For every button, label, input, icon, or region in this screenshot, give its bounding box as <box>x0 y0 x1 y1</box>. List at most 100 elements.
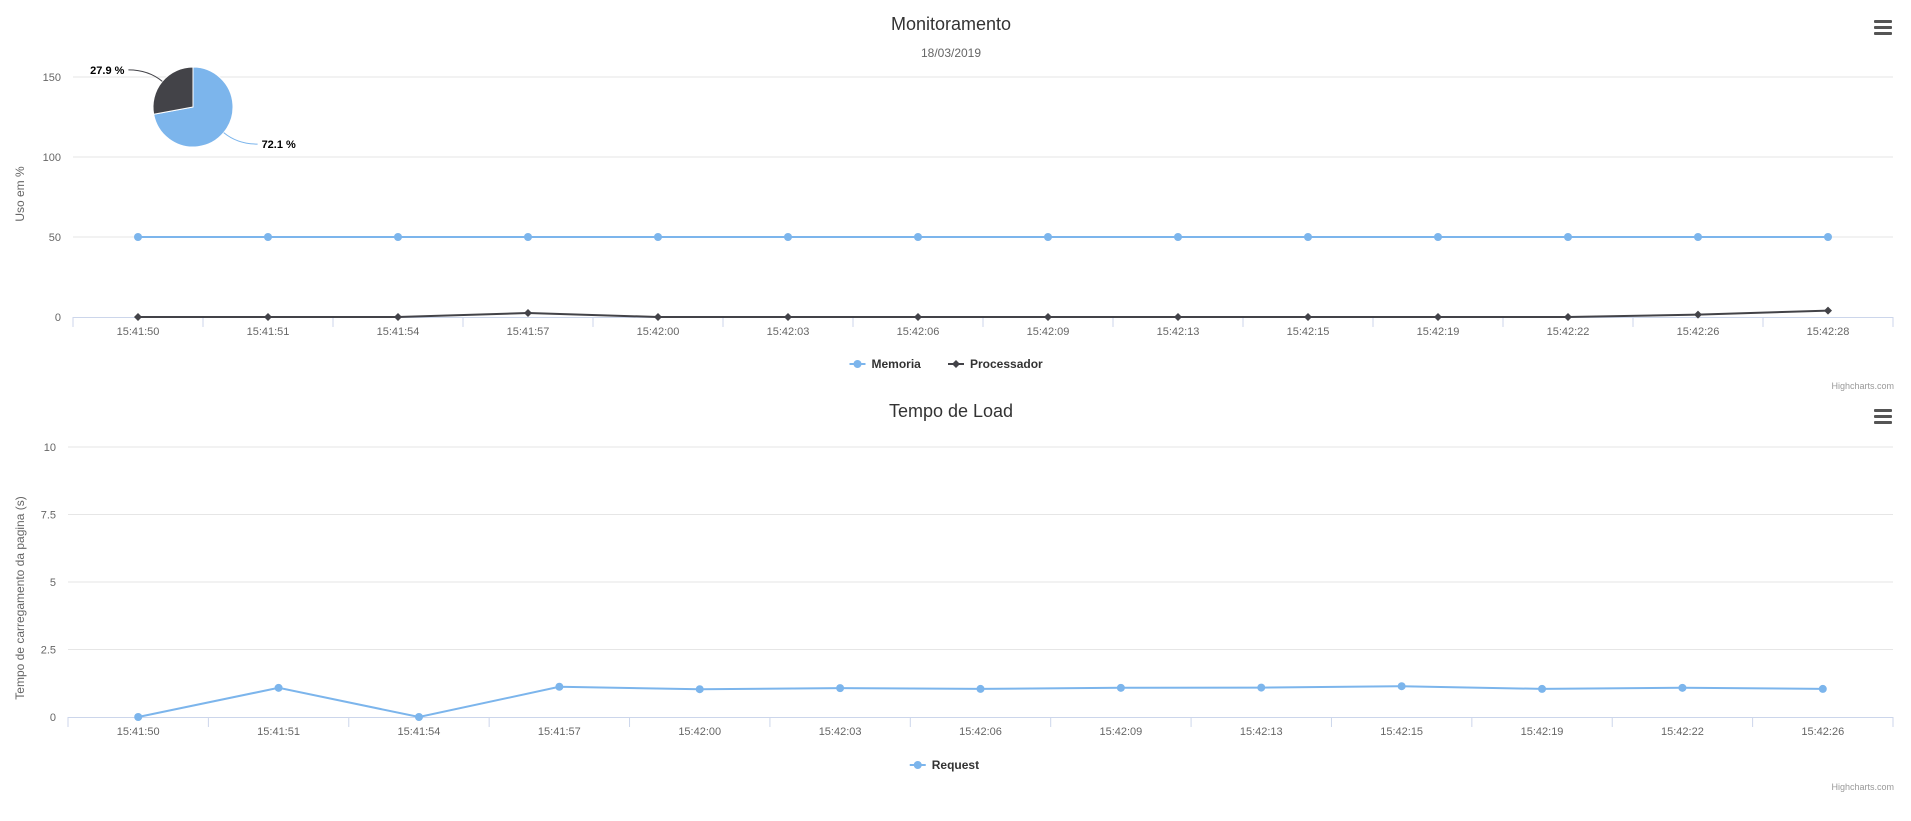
axes: 0 50 100 150 15:41:50 15:41:51 15:41:54 15:41:5… <box>43 72 1894 338</box>
monitoramento-chart-svg: 0 50 100 150 15:41:50 15:41:51 15:41:54 15:41:5… <box>0 0 1911 395</box>
x-tick-label: 15:42:03 <box>819 726 862 738</box>
data-point-memoria[interactable] <box>1304 233 1312 241</box>
chart-title: Tempo de Load <box>889 401 1013 421</box>
legend-label: Processador <box>970 357 1043 371</box>
data-point-processador[interactable] <box>264 313 272 321</box>
x-tick-label: 15:41:54 <box>377 326 420 338</box>
data-point-request[interactable] <box>1116 683 1125 692</box>
data-point-processador[interactable] <box>134 313 142 321</box>
credits-link[interactable]: Highcharts.com <box>1831 381 1894 391</box>
legend-label: Request <box>932 758 979 772</box>
legend: Request <box>909 758 979 772</box>
x-tick-label: 15:42:13 <box>1240 726 1283 738</box>
chart-title: Monitoramento <box>891 14 1011 34</box>
legend-symbol-marker[interactable] <box>952 360 960 368</box>
hamburger-menu-icon[interactable] <box>1874 409 1892 424</box>
data-point-request[interactable] <box>274 683 283 692</box>
data-point-processador[interactable] <box>1434 313 1442 321</box>
x-tick-label: 15:42:26 <box>1801 726 1844 738</box>
x-tick-label: 15:42:15 <box>1380 726 1423 738</box>
series-layer <box>134 233 1832 321</box>
data-point-request[interactable] <box>1678 683 1687 692</box>
y-tick-label: 0 <box>50 712 56 724</box>
hamburger-menu-icon[interactable] <box>1874 20 1892 35</box>
data-point-request[interactable] <box>134 713 143 721</box>
data-point-memoria[interactable] <box>524 233 532 241</box>
series-layer <box>134 682 1827 721</box>
data-point-processador[interactable] <box>784 313 792 321</box>
y-axis-title: Tempo de carregamento da pagina (s) <box>13 496 27 699</box>
data-point-memoria[interactable] <box>1434 233 1442 241</box>
data-point-request[interactable] <box>555 682 564 691</box>
y-axis-title: Uso em % <box>13 166 27 222</box>
data-point-processador[interactable] <box>1304 313 1312 321</box>
y-tick-label: 10 <box>44 442 56 454</box>
x-tick-label: 15:42:00 <box>637 326 680 338</box>
data-point-memoria[interactable] <box>394 233 402 241</box>
data-point-processador[interactable] <box>524 309 532 317</box>
x-tick-label: 15:42:22 <box>1661 726 1704 738</box>
x-tick-label: 15:42:06 <box>897 326 940 338</box>
data-point-request[interactable] <box>1397 682 1406 691</box>
data-point-request[interactable] <box>414 713 423 721</box>
data-point-request[interactable] <box>836 684 845 693</box>
legend-item-memoria[interactable]: Memoria <box>849 357 922 371</box>
series-line-processador[interactable] <box>138 309 1829 318</box>
series-memoria <box>134 233 1832 241</box>
data-point-processador[interactable] <box>654 313 662 321</box>
data-point-memoria[interactable] <box>654 233 662 241</box>
pie-data-label: 27.9 % <box>90 65 124 77</box>
x-tick-label: 15:42:13 <box>1157 326 1200 338</box>
x-tick-label: 15:42:00 <box>678 726 721 738</box>
data-point-memoria[interactable] <box>134 233 142 241</box>
legend-symbol-marker[interactable] <box>913 761 922 769</box>
series-processador <box>134 306 1832 321</box>
data-point-memoria[interactable] <box>1824 233 1832 241</box>
x-tick-label: 15:41:54 <box>398 726 441 738</box>
data-point-memoria[interactable] <box>784 233 792 241</box>
x-tick-label: 15:42:22 <box>1547 326 1590 338</box>
legend-label: Memoria <box>872 357 922 371</box>
chart-subtitle: 18/03/2019 <box>921 46 981 60</box>
x-tick-label: 15:41:51 <box>257 726 300 738</box>
data-point-processador[interactable] <box>1694 310 1702 319</box>
data-point-request[interactable] <box>976 684 985 693</box>
data-point-request[interactable] <box>1538 684 1547 693</box>
data-point-memoria[interactable] <box>1564 233 1572 241</box>
legend-symbol-marker[interactable] <box>853 360 862 368</box>
data-point-processador[interactable] <box>914 313 922 321</box>
legend-item-processador[interactable]: Processador <box>948 357 1043 371</box>
x-tick-label: 15:42:15 <box>1287 326 1330 338</box>
data-point-memoria[interactable] <box>1044 233 1052 241</box>
x-tick-label: 15:41:50 <box>117 726 160 738</box>
data-point-processador[interactable] <box>1824 306 1832 315</box>
data-point-processador[interactable] <box>1564 313 1572 321</box>
tempo-de-load-chart: 0 2.5 5 7.5 10 15:41:50 15:41:51 15:41:54 15:41:… <box>0 395 1911 795</box>
data-point-request[interactable] <box>695 685 704 694</box>
data-point-processador[interactable] <box>1174 313 1182 321</box>
x-tick-label: 15:42:19 <box>1521 726 1564 738</box>
credits-link[interactable]: Highcharts.com <box>1831 782 1894 792</box>
grid-lines <box>68 446 1893 650</box>
data-point-memoria[interactable] <box>1174 233 1182 241</box>
x-tick-label: 15:42:06 <box>959 726 1002 738</box>
y-tick-label: 50 <box>49 232 61 244</box>
monitoramento-chart: 0 50 100 150 15:41:50 15:41:51 15:41:54 15:41:5… <box>0 0 1911 395</box>
x-tick-label: 15:41:51 <box>247 326 290 338</box>
data-point-request[interactable] <box>1818 684 1827 693</box>
data-point-processador[interactable] <box>394 313 402 321</box>
data-point-memoria[interactable] <box>1694 233 1702 241</box>
tempo-de-load-chart-svg: 0 2.5 5 7.5 10 15:41:50 15:41:51 15:41:54 15:41:… <box>0 395 1911 795</box>
data-point-memoria[interactable] <box>264 233 272 241</box>
legend: Memoria Processador <box>849 357 1043 371</box>
data-point-processador[interactable] <box>1044 313 1052 321</box>
legend-item-request[interactable]: Request <box>909 758 979 772</box>
axes: 0 2.5 5 7.5 10 15:41:50 15:41:51 15:41:54 15:41:… <box>41 442 1894 738</box>
pie-connector <box>223 132 258 145</box>
chart-background <box>0 0 1911 395</box>
y-tick-label: 7.5 <box>41 510 56 522</box>
x-tick-label: 15:42:09 <box>1027 326 1070 338</box>
data-point-request[interactable] <box>1257 683 1266 692</box>
data-point-memoria[interactable] <box>914 233 922 241</box>
x-tick-label: 15:41:57 <box>538 726 581 738</box>
